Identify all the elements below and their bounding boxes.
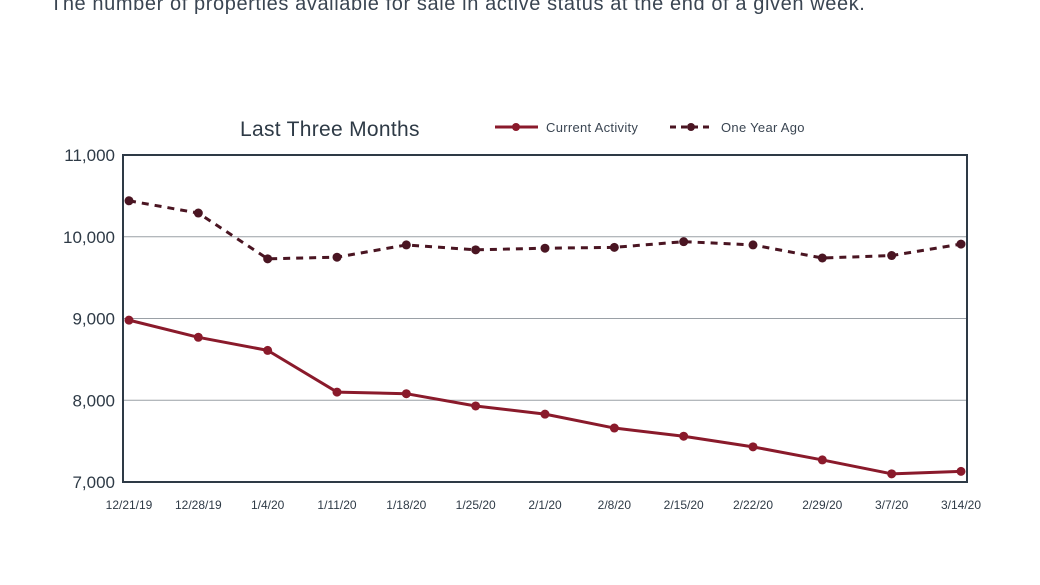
data-point-one-year-ago [609,242,619,252]
data-point-one-year-ago [748,240,758,250]
data-point-one-year-ago [540,243,550,253]
series-layer [124,196,966,479]
data-point-current-activity [124,315,134,325]
data-point-one-year-ago [817,253,827,263]
legend: Current Activity One Year Ago [495,120,805,135]
data-point-one-year-ago [263,254,273,264]
data-point-one-year-ago [956,239,966,249]
series-line-current-activity [128,318,962,476]
grid-lines [123,236,967,401]
chart-caption: The number of properties available for s… [50,0,866,15]
data-point-one-year-ago [471,245,481,255]
data-point-current-activity [956,466,966,476]
y-tick-label: 8,000 [72,391,115,410]
x-tick-label: 2/8/20 [598,498,632,512]
data-point-current-activity [609,423,619,433]
x-tick-label: 12/21/19 [106,498,153,512]
x-tick-label: 2/22/20 [733,498,773,512]
x-tick-label: 12/28/19 [175,498,222,512]
data-point-current-activity [748,442,758,452]
data-point-current-activity [471,401,481,411]
legend-item-current: Current Activity [495,120,638,135]
y-tick-label: 7,000 [72,473,115,492]
plot-frame [122,154,968,483]
legend-marker-current [512,123,520,131]
data-point-current-activity [193,332,203,342]
data-point-current-activity [540,409,550,419]
legend-item-one-year-ago: One Year Ago [670,120,805,135]
x-tick-label: 1/11/20 [317,498,356,512]
data-point-one-year-ago [679,237,689,247]
data-point-current-activity [263,345,273,355]
data-point-current-activity [817,455,827,465]
x-tick-label: 1/18/20 [386,498,426,512]
legend-marker-one-year-ago [687,123,695,131]
x-tick-label: 3/7/20 [875,498,909,512]
y-axis-ticks: 7,000 8,000 9,000 10,000 11,000 [63,146,115,492]
x-tick-label: 3/14/20 [941,498,981,512]
data-point-one-year-ago [887,251,897,261]
data-point-current-activity [679,431,689,441]
data-point-one-year-ago [332,252,342,262]
data-point-one-year-ago [401,240,411,250]
x-tick-label: 2/15/20 [664,498,704,512]
y-tick-label: 11,000 [64,146,115,165]
data-point-one-year-ago [193,208,203,218]
data-point-current-activity [887,469,897,479]
chart-title: Last Three Months [240,118,420,141]
data-point-current-activity [401,389,411,399]
data-point-current-activity [332,387,342,397]
y-tick-label: 10,000 [63,228,115,247]
y-tick-label: 9,000 [72,310,115,329]
x-axis-ticks: 12/21/19 12/28/19 1/4/20 1/11/20 1/18/20 1/25… [106,498,982,512]
legend-label-one-year-ago: One Year Ago [721,120,805,135]
x-tick-label: 2/29/20 [802,498,842,512]
x-tick-label: 2/1/20 [528,498,562,512]
legend-label-current: Current Activity [546,120,638,135]
data-point-one-year-ago [124,196,134,206]
x-tick-label: 1/4/20 [251,498,285,512]
x-tick-label: 1/25/20 [456,498,496,512]
